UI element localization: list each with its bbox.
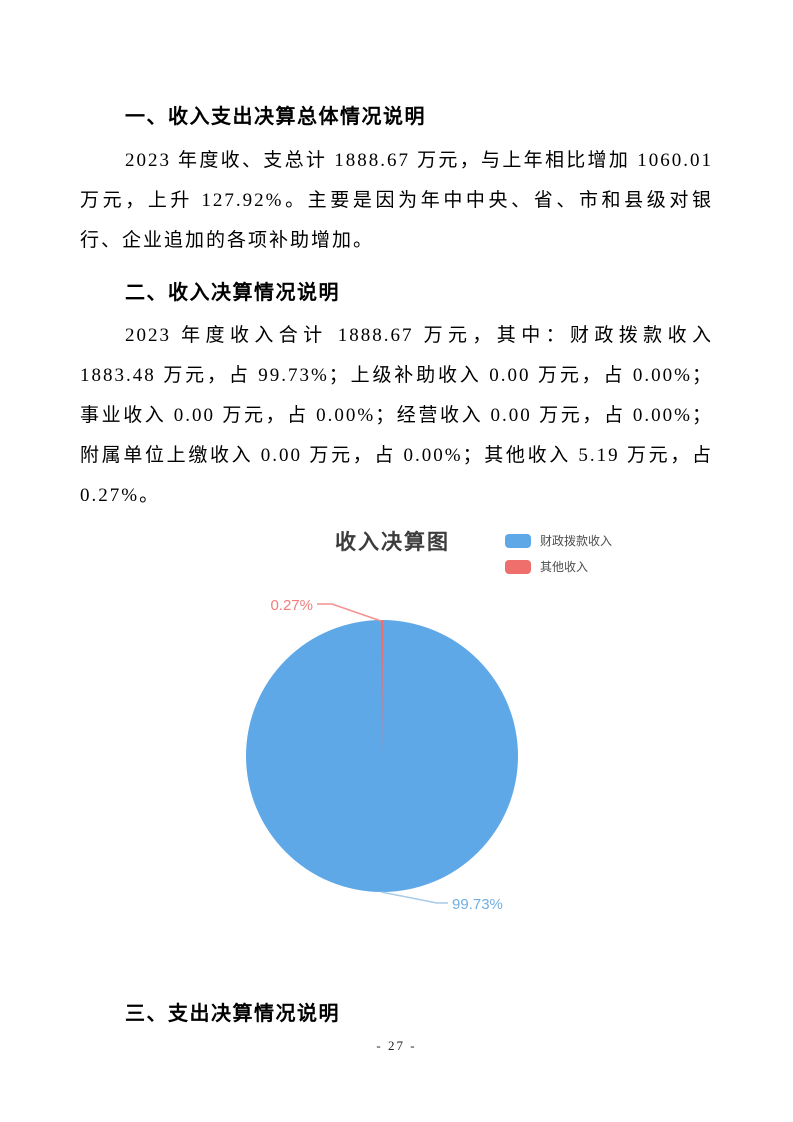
legend-item-fiscal-appropriation: 财政拨款收入 xyxy=(505,532,612,549)
leader-line-minor xyxy=(317,603,382,622)
leader-line-major xyxy=(380,891,448,904)
pie-label-major: 99.73% xyxy=(452,896,503,913)
income-details-paragraph: 2023 年度收入合计 1888.67 万元，其中：财政拨款收入 1883.48… xyxy=(80,325,713,506)
legend-swatch-fiscal-appropriation xyxy=(505,533,531,548)
legend-item-other-income: 其他收入 xyxy=(505,558,612,575)
income-pie-chart: 收入决算图 财政拨款收入 其他收入 0.27% 99.73% xyxy=(80,520,713,930)
section-heading-income-expense-overview: 一、收入支出决算总体情况说明 xyxy=(125,106,426,128)
legend-label-fiscal-appropriation: 财政拨款收入 xyxy=(540,534,613,548)
pie-slice-minor xyxy=(380,619,384,756)
pie-svg: 0.27% 99.73% xyxy=(246,597,518,913)
section-heading-expense-details: 三、支出决算情况说明 xyxy=(125,1003,340,1025)
chart-legend: 财政拨款收入 其他收入 xyxy=(505,532,612,584)
legend-swatch-other-income xyxy=(505,559,531,574)
legend-label-other-income: 其他收入 xyxy=(540,560,589,574)
page-number: - 27 - xyxy=(376,1038,417,1053)
overview-paragraph: 2023 年度收、支总计 1888.67 万元，与上年相比增加 1060.01 … xyxy=(80,150,713,251)
chart-title: 收入决算图 xyxy=(335,531,450,554)
pie-label-minor: 0.27% xyxy=(270,597,313,614)
section-heading-income-details: 二、收入决算情况说明 xyxy=(125,282,340,304)
